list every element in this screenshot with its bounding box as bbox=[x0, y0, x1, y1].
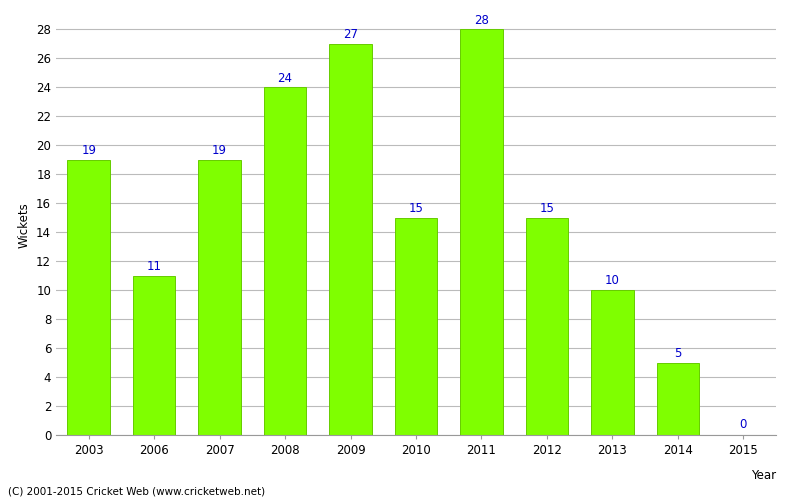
Text: 0: 0 bbox=[739, 418, 747, 430]
Text: 15: 15 bbox=[539, 202, 554, 215]
Bar bbox=[394, 218, 438, 435]
Bar bbox=[67, 160, 110, 435]
Text: 19: 19 bbox=[212, 144, 227, 157]
Bar bbox=[264, 88, 306, 435]
Text: 28: 28 bbox=[474, 14, 489, 26]
Bar bbox=[330, 44, 372, 435]
Text: 10: 10 bbox=[605, 274, 620, 287]
Text: 19: 19 bbox=[82, 144, 96, 157]
Bar bbox=[591, 290, 634, 435]
Bar bbox=[198, 160, 241, 435]
Y-axis label: Wickets: Wickets bbox=[18, 202, 30, 248]
Text: Year: Year bbox=[751, 468, 776, 481]
Text: (C) 2001-2015 Cricket Web (www.cricketweb.net): (C) 2001-2015 Cricket Web (www.cricketwe… bbox=[8, 487, 265, 497]
Bar bbox=[526, 218, 568, 435]
Text: 5: 5 bbox=[674, 346, 682, 360]
Bar bbox=[133, 276, 175, 435]
Text: 27: 27 bbox=[343, 28, 358, 41]
Text: 15: 15 bbox=[409, 202, 423, 215]
Bar bbox=[460, 30, 502, 435]
Text: 24: 24 bbox=[278, 72, 293, 85]
Bar bbox=[657, 362, 699, 435]
Text: 11: 11 bbox=[146, 260, 162, 273]
